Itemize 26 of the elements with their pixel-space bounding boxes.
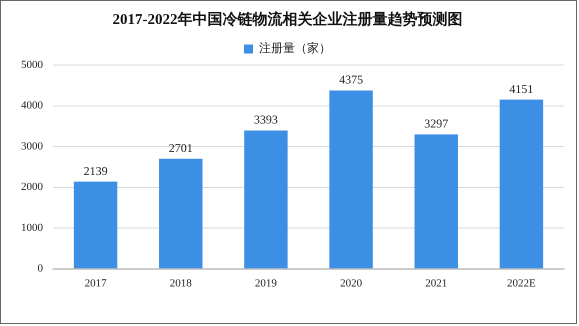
y-tick-label: 2000 (21, 181, 44, 194)
bar (414, 134, 458, 268)
x-tick-label: 2019 (254, 277, 278, 290)
bar (159, 158, 202, 268)
data-label: 4375 (339, 72, 364, 87)
x-tick-label: 2020 (340, 277, 363, 290)
x-tick-label: 2017 (84, 277, 108, 290)
y-tick-label: 1000 (21, 222, 44, 234)
x-tick-label: 2022E (507, 277, 536, 290)
data-label: 2139 (84, 164, 108, 178)
legend-label: 注册量（家） (259, 41, 331, 56)
data-label: 2701 (168, 140, 193, 155)
x-tick-label: 2018 (170, 277, 192, 290)
x-tick-label: 2021 (425, 277, 448, 290)
y-tick-label: 0 (38, 262, 44, 275)
data-label: 3393 (254, 112, 278, 127)
y-tick-label: 3000 (21, 140, 44, 152)
bar (329, 90, 373, 268)
y-tick-label: 5000 (21, 58, 44, 71)
bar (244, 130, 288, 268)
bar (74, 182, 118, 268)
y-tick-label: 4000 (21, 100, 44, 112)
data-label: 4151 (509, 82, 534, 96)
chart-title: 2017-2022年中国冷链物流相关企业注册量趋势预测图 (112, 10, 462, 28)
data-label: 3297 (424, 116, 448, 131)
bar (500, 100, 544, 268)
